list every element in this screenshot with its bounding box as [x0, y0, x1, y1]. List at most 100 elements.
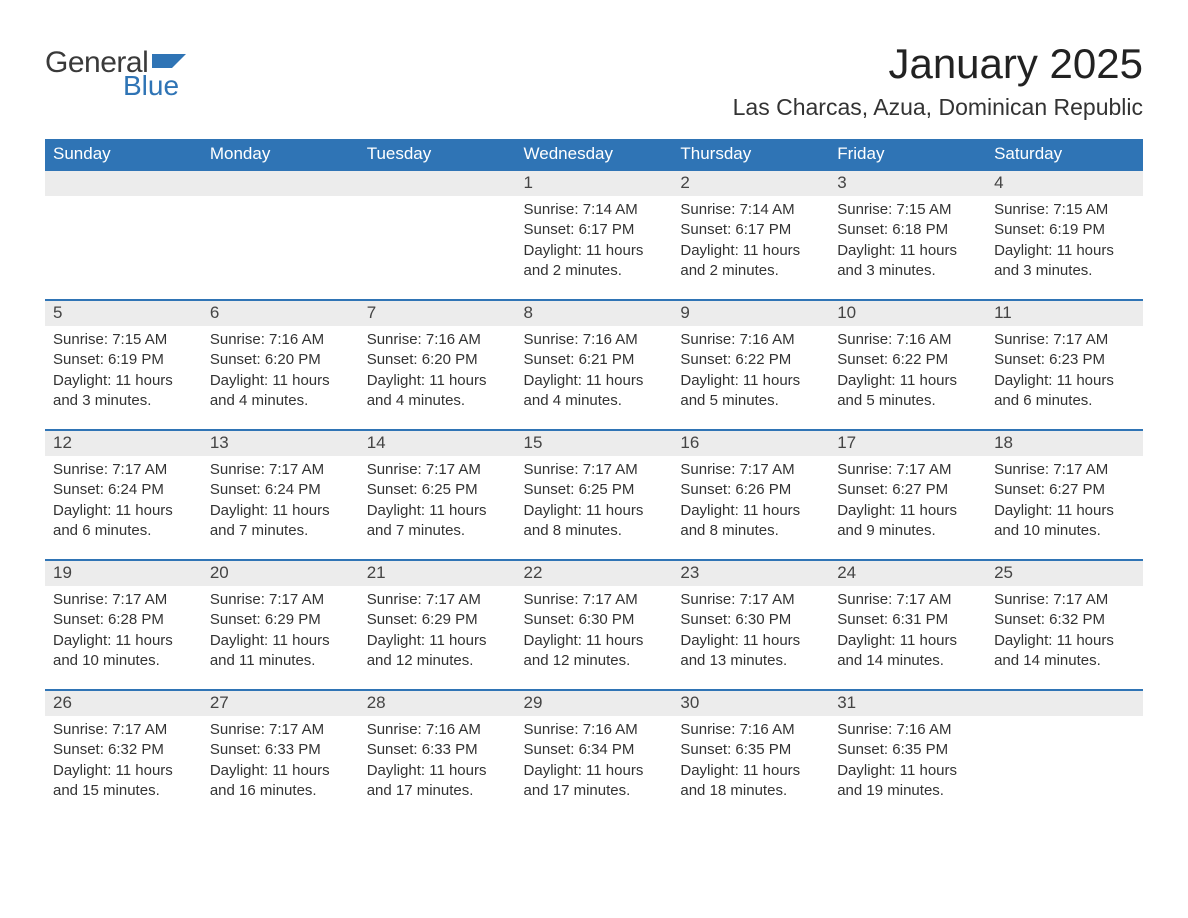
day-details: Sunrise: 7:17 AMSunset: 6:25 PMDaylight:… [359, 456, 516, 551]
sunrise-line: Sunrise: 7:17 AM [680, 461, 794, 478]
day-number: 31 [829, 691, 986, 716]
sunset-line: Sunset: 6:29 PM [210, 611, 321, 628]
day-number: 28 [359, 691, 516, 716]
calendar-cell: 16Sunrise: 7:17 AMSunset: 6:26 PMDayligh… [672, 429, 829, 559]
weekday-header: Thursday [672, 139, 829, 169]
sunset-line: Sunset: 6:34 PM [524, 741, 635, 758]
calendar-cell: 15Sunrise: 7:17 AMSunset: 6:25 PMDayligh… [516, 429, 673, 559]
daylight-line: Daylight: 11 hours and 12 minutes. [524, 632, 644, 669]
weekday-header: Friday [829, 139, 986, 169]
daylight-line: Daylight: 11 hours and 6 minutes. [53, 502, 173, 539]
sunrise-line: Sunrise: 7:16 AM [680, 721, 794, 738]
calendar-cell [359, 169, 516, 299]
day-number: 8 [516, 301, 673, 326]
daylight-line: Daylight: 11 hours and 3 minutes. [837, 242, 957, 279]
calendar-cell: 18Sunrise: 7:17 AMSunset: 6:27 PMDayligh… [986, 429, 1143, 559]
calendar-cell: 21Sunrise: 7:17 AMSunset: 6:29 PMDayligh… [359, 559, 516, 689]
daylight-line: Daylight: 11 hours and 3 minutes. [53, 372, 173, 409]
calendar-cell: 9Sunrise: 7:16 AMSunset: 6:22 PMDaylight… [672, 299, 829, 429]
day-details: Sunrise: 7:17 AMSunset: 6:32 PMDaylight:… [45, 716, 202, 811]
sunrise-line: Sunrise: 7:17 AM [367, 591, 481, 608]
daylight-line: Daylight: 11 hours and 14 minutes. [994, 632, 1114, 669]
day-number: 25 [986, 561, 1143, 586]
calendar-cell: 24Sunrise: 7:17 AMSunset: 6:31 PMDayligh… [829, 559, 986, 689]
sunset-line: Sunset: 6:22 PM [837, 351, 948, 368]
day-details: Sunrise: 7:16 AMSunset: 6:21 PMDaylight:… [516, 326, 673, 421]
daylight-line: Daylight: 11 hours and 7 minutes. [210, 502, 330, 539]
day-number: 19 [45, 561, 202, 586]
sunset-line: Sunset: 6:17 PM [680, 221, 791, 238]
weekday-header: Wednesday [516, 139, 673, 169]
calendar-cell: 28Sunrise: 7:16 AMSunset: 6:33 PMDayligh… [359, 689, 516, 819]
calendar-cell: 6Sunrise: 7:16 AMSunset: 6:20 PMDaylight… [202, 299, 359, 429]
sunset-line: Sunset: 6:20 PM [367, 351, 478, 368]
sunrise-line: Sunrise: 7:14 AM [680, 201, 794, 218]
day-number: 15 [516, 431, 673, 456]
day-details: Sunrise: 7:14 AMSunset: 6:17 PMDaylight:… [672, 196, 829, 291]
day-details: Sunrise: 7:17 AMSunset: 6:26 PMDaylight:… [672, 456, 829, 551]
sunrise-line: Sunrise: 7:16 AM [367, 721, 481, 738]
month-title: January 2025 [733, 40, 1143, 88]
calendar-cell: 17Sunrise: 7:17 AMSunset: 6:27 PMDayligh… [829, 429, 986, 559]
day-details: Sunrise: 7:16 AMSunset: 6:20 PMDaylight:… [202, 326, 359, 421]
sunrise-line: Sunrise: 7:16 AM [837, 721, 951, 738]
calendar-cell: 11Sunrise: 7:17 AMSunset: 6:23 PMDayligh… [986, 299, 1143, 429]
logo: General Blue [45, 40, 186, 100]
sunrise-line: Sunrise: 7:17 AM [524, 591, 638, 608]
day-details: Sunrise: 7:16 AMSunset: 6:35 PMDaylight:… [829, 716, 986, 811]
daylight-line: Daylight: 11 hours and 14 minutes. [837, 632, 957, 669]
calendar-cell: 13Sunrise: 7:17 AMSunset: 6:24 PMDayligh… [202, 429, 359, 559]
day-number: 5 [45, 301, 202, 326]
day-number: 6 [202, 301, 359, 326]
day-number: 16 [672, 431, 829, 456]
day-details: Sunrise: 7:15 AMSunset: 6:19 PMDaylight:… [45, 326, 202, 421]
daylight-line: Daylight: 11 hours and 11 minutes. [210, 632, 330, 669]
calendar-table: SundayMondayTuesdayWednesdayThursdayFrid… [45, 139, 1143, 819]
sunset-line: Sunset: 6:27 PM [837, 481, 948, 498]
day-details: Sunrise: 7:17 AMSunset: 6:29 PMDaylight:… [359, 586, 516, 681]
sunrise-line: Sunrise: 7:16 AM [837, 331, 951, 348]
daylight-line: Daylight: 11 hours and 19 minutes. [837, 762, 957, 799]
sunset-line: Sunset: 6:27 PM [994, 481, 1105, 498]
calendar-cell: 20Sunrise: 7:17 AMSunset: 6:29 PMDayligh… [202, 559, 359, 689]
calendar-cell: 10Sunrise: 7:16 AMSunset: 6:22 PMDayligh… [829, 299, 986, 429]
sunset-line: Sunset: 6:33 PM [367, 741, 478, 758]
sunrise-line: Sunrise: 7:17 AM [53, 721, 167, 738]
sunset-line: Sunset: 6:18 PM [837, 221, 948, 238]
day-details: Sunrise: 7:17 AMSunset: 6:30 PMDaylight:… [516, 586, 673, 681]
weekday-header: Saturday [986, 139, 1143, 169]
day-details: Sunrise: 7:16 AM Sunset: 6:22 PM Daylight:… [829, 326, 986, 421]
title-block: January 2025 Las Charcas, Azua, Dominica… [733, 40, 1143, 121]
sunset-line: Sunset: 6:22 PM [680, 351, 791, 368]
sunset-line: Sunset: 6:25 PM [367, 481, 478, 498]
day-number: 12 [45, 431, 202, 456]
sunset-line: Sunset: 6:23 PM [994, 351, 1105, 368]
sunset-line: Sunset: 6:33 PM [210, 741, 321, 758]
calendar-cell: 30Sunrise: 7:16 AMSunset: 6:35 PMDayligh… [672, 689, 829, 819]
sunset-line: Sunset: 6:35 PM [680, 741, 791, 758]
sunrise-line: Sunrise: 7:17 AM [994, 331, 1108, 348]
sunset-line: Sunset: 6:30 PM [680, 611, 791, 628]
day-details: Sunrise: 7:17 AMSunset: 6:25 PMDaylight:… [516, 456, 673, 551]
weekday-header: Sunday [45, 139, 202, 169]
sunrise-line: Sunrise: 7:16 AM [367, 331, 481, 348]
sunrise-line: Sunrise: 7:17 AM [994, 461, 1108, 478]
day-details: Sunrise: 7:16 AMSunset: 6:35 PMDaylight:… [672, 716, 829, 811]
daylight-line: Daylight: 11 hours and 5 minutes. [837, 372, 957, 409]
sunset-line: Sunset: 6:19 PM [53, 351, 164, 368]
weekday-row: SundayMondayTuesdayWednesdayThursdayFrid… [45, 139, 1143, 169]
sunrise-line: Sunrise: 7:15 AM [994, 201, 1108, 218]
day-details: Sunrise: 7:16 AMSunset: 6:20 PMDaylight:… [359, 326, 516, 421]
daylight-line: Daylight: 11 hours and 9 minutes. [837, 502, 957, 539]
day-details: Sunrise: 7:17 AMSunset: 6:31 PMDaylight:… [829, 586, 986, 681]
calendar-cell: 4Sunrise: 7:15 AMSunset: 6:19 PMDaylight… [986, 169, 1143, 299]
day-number: 3 [829, 171, 986, 196]
logo-text-blue: Blue [123, 72, 186, 100]
calendar-cell: 2Sunrise: 7:14 AMSunset: 6:17 PMDaylight… [672, 169, 829, 299]
sunset-line: Sunset: 6:21 PM [524, 351, 635, 368]
day-number: 30 [672, 691, 829, 716]
sunset-line: Sunset: 6:20 PM [210, 351, 321, 368]
sunset-line: Sunset: 6:17 PM [524, 221, 635, 238]
day-details: Sunrise: 7:15 AMSunset: 6:18 PMDaylight:… [829, 196, 986, 291]
day-details: Sunrise: 7:17 AMSunset: 6:33 PMDaylight:… [202, 716, 359, 811]
